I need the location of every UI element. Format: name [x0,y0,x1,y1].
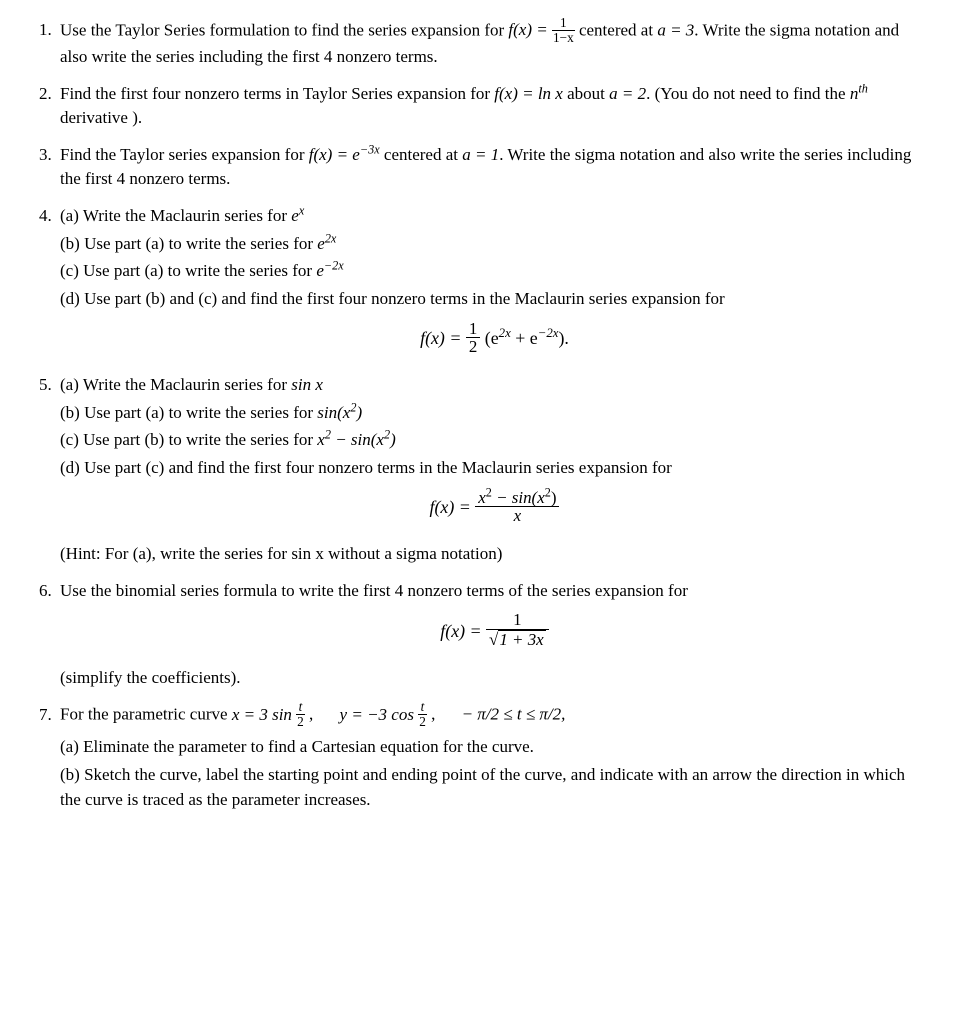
p6-tail: (simplify the coefficients). [60,666,929,691]
p5-c: (c) Use part (b) to write the series for… [60,428,929,453]
p4a-label: (a) [60,206,79,225]
p5-d: (d) Use part (c) and find the first four… [60,456,929,481]
p4-c: (c) Use part (a) to write the series for… [60,259,929,284]
problem-5: (a) Write the Maclaurin series for sin x… [56,373,929,567]
p3-pre: Find the Taylor series expansion for [60,145,309,164]
p4d-pre: Use part (b) and (c) and find the first … [84,289,725,308]
p7a-text: Eliminate the parameter to find a Cartes… [83,737,534,756]
p7b-text: Sketch the curve, label the starting poi… [60,765,905,809]
p4-b: (b) Use part (a) to write the series for… [60,232,929,257]
p5a-pre: Write the Maclaurin series for [83,375,291,394]
p4b-pre: Use part (a) to write the series for [84,234,317,253]
problem-4: (a) Write the Maclaurin series for ex (b… [56,204,929,359]
p7-range: − π/2 ≤ t ≤ π/2, [462,705,566,724]
p4a-expr: ex [291,206,304,225]
problem-6: Use the binomial series formula to write… [56,579,929,691]
p7-parts: (a) Eliminate the parameter to find a Ca… [60,735,929,812]
p5-b: (b) Use part (a) to write the series for… [60,401,929,426]
p4-half: 1 2 [466,320,480,357]
p7-b: (b) Sketch the curve, label the starting… [60,763,929,812]
p2-deriv: nth [850,84,868,103]
p2-mid: about [567,84,609,103]
p2-post: . (You do not need to find the [646,84,850,103]
problem-list: Use the Taylor Series formulation to fin… [30,18,929,812]
p5c-expr: x2 − sin(x2) [317,430,396,449]
p5-display: f(x) = x2 − sin(x2) x [60,491,929,528]
p7b-label: (b) [60,765,80,784]
p4-a: (a) Write the Maclaurin series for ex [60,204,929,229]
p5b-expr: sin(x2) [317,403,362,422]
p4c-pre: Use part (a) to write the series for [83,261,316,280]
p4c-label: (c) [60,261,79,280]
p1-center: a = 3 [657,20,694,39]
p5a-expr: sin x [291,375,323,394]
p5-a: (a) Write the Maclaurin series for sin x [60,373,929,398]
p5b-label: (b) [60,403,80,422]
p5a-label: (a) [60,375,79,394]
p2-pre: Find the first four nonzero terms in Tay… [60,84,494,103]
problem-3: Find the Taylor series expansion for f(x… [56,143,929,192]
p5d-pre: Use part (c) and find the first four non… [84,458,672,477]
p1-func: f(x) = 1 1−x [508,20,579,39]
p4d-label: (d) [60,289,80,308]
problem-1: Use the Taylor Series formulation to fin… [56,18,929,70]
p7-xeq: x = 3 sin t 2 [232,705,309,724]
p1-fraction: 1 1−x [552,17,575,44]
sqrt-icon: 1 + 3x [489,630,546,650]
p2-center: a = 2 [609,84,646,103]
p5-hint: (Hint: For (a), write the series for sin… [60,542,929,567]
p5d-label: (d) [60,458,80,477]
p4-parts: (a) Write the Maclaurin series for ex (b… [60,204,929,312]
p2-tail: derivative ). [60,108,142,127]
p5-parts: (a) Write the Maclaurin series for sin x… [60,373,929,481]
p6-text: Use the binomial series formula to write… [60,581,688,600]
p4b-label: (b) [60,234,80,253]
p3-mid: centered at [384,145,462,164]
p5-frac: x2 − sin(x2) x [475,489,559,526]
p7a-label: (a) [60,737,79,756]
p2-func: f(x) = ln x [494,84,563,103]
p6-frac: 1 1 + 3x [486,611,549,649]
p1-text: Use the Taylor Series formulation to fin… [60,20,508,39]
p1-mid: centered at [579,20,657,39]
p3-func: f(x) = e−3x [309,145,380,164]
problem-7: For the parametric curve x = 3 sin t 2 ,… [56,702,929,812]
p3-center: a = 1 [462,145,499,164]
p4c-expr: e−2x [316,261,343,280]
p4-d: (d) Use part (b) and (c) and find the fi… [60,287,929,312]
problem-2: Find the first four nonzero terms in Tay… [56,82,929,131]
p4-display: f(x) = 1 2 (e2x + e−2x). [60,322,929,359]
p5c-pre: Use part (b) to write the series for [83,430,317,449]
p6-display: f(x) = 1 1 + 3x [60,613,929,651]
p7-a: (a) Eliminate the parameter to find a Ca… [60,735,929,760]
p7-yeq: y = −3 cos t 2 [340,705,432,724]
p7-pre: For the parametric curve [60,705,232,724]
p5c-label: (c) [60,430,79,449]
p4b-expr: e2x [317,234,336,253]
p4a-pre: Write the Maclaurin series for [83,206,291,225]
p5b-pre: Use part (a) to write the series for [84,403,317,422]
